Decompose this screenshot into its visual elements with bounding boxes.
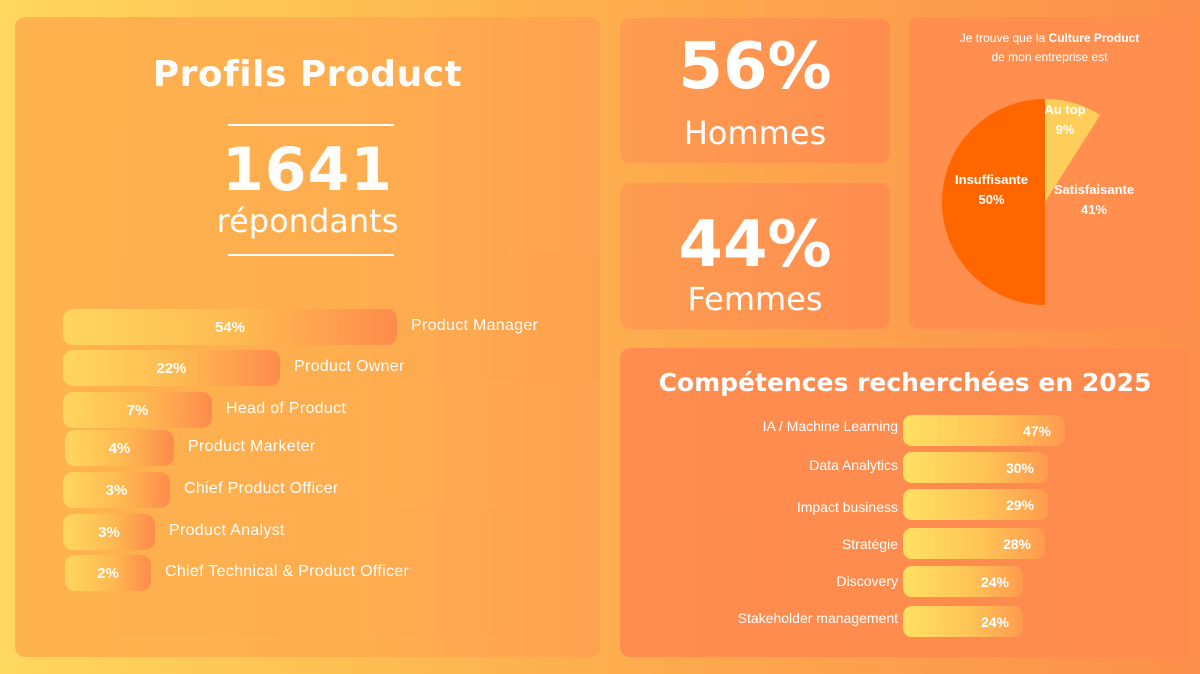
culture-question: Je trouve que la Culture Product de mon … bbox=[909, 29, 1190, 67]
profile-label-product-owner: Product Owner bbox=[294, 358, 405, 375]
profile-label-chief-product-officer: Chief Product Officer bbox=[184, 480, 339, 497]
skill-label-stakeholder-management: Stakeholder management bbox=[737, 610, 898, 626]
profile-bar-chief-technical-product-officer: 2% bbox=[65, 555, 151, 591]
divider-top bbox=[228, 124, 394, 126]
profile-bar-product-marketer: 4% bbox=[65, 430, 174, 466]
skill-label-discovery: Discovery bbox=[836, 573, 898, 589]
skill-bar-strat-gie: 28% bbox=[903, 528, 1045, 559]
profile-bar-product-manager: 54% bbox=[63, 309, 397, 345]
profiles-panel: Profils Product 1641 répondants 54% Produ… bbox=[15, 17, 600, 657]
profile-bar-chief-product-officer: 3% bbox=[63, 472, 170, 508]
profile-label-product-analyst: Product Analyst bbox=[169, 522, 285, 539]
skill-label-impact-business: Impact business bbox=[796, 499, 898, 515]
skill-bar-ia-machine-learning: 47% bbox=[903, 415, 1065, 446]
skill-bar-stakeholder-management: 24% bbox=[903, 606, 1023, 637]
profile-bar-head-of-product: 7% bbox=[63, 392, 212, 428]
profile-label-head-of-product: Head of Product bbox=[226, 400, 347, 417]
profile-label-product-manager: Product Manager bbox=[411, 317, 539, 334]
skill-bar-data-analytics: 30% bbox=[903, 452, 1048, 483]
skills-panel: Compétences recherchées en 2025 47% IA / … bbox=[620, 348, 1190, 657]
pie-label-satisfaisante: Satisfaisante 41% bbox=[1053, 182, 1135, 217]
women-panel: 44% Femmes bbox=[620, 183, 890, 329]
divider-bottom bbox=[228, 254, 394, 256]
pie-slice-au-top bbox=[1045, 99, 1101, 202]
culture-question-prefix: Je trouve que la bbox=[959, 31, 1049, 45]
women-label: Femmes bbox=[687, 280, 823, 318]
profile-label-product-marketer: Product Marketer bbox=[188, 438, 316, 455]
respondent-label: répondants bbox=[216, 202, 399, 240]
pie-slice-insuffisante bbox=[942, 99, 1045, 305]
respondent-count: 1641 bbox=[222, 135, 393, 205]
profile-bar-product-analyst: 3% bbox=[63, 514, 155, 550]
skills-title: Compétences recherchées en 2025 bbox=[658, 368, 1152, 397]
skill-bar-discovery: 24% bbox=[903, 566, 1023, 597]
men-panel: 56% Hommes bbox=[620, 18, 890, 163]
profile-bar-product-owner: 22% bbox=[63, 350, 280, 386]
culture-panel: Je trouve que la Culture Product de mon … bbox=[909, 17, 1190, 329]
profile-label-chief-technical-product-officer: Chief Technical & Product Officer bbox=[165, 563, 410, 580]
women-percentage: 44% bbox=[678, 208, 832, 282]
men-percentage: 56% bbox=[678, 30, 832, 104]
skill-bar-impact-business: 29% bbox=[903, 489, 1048, 520]
culture-question-bold: Culture Product bbox=[1048, 31, 1140, 45]
skill-label-ia-machine-learning: IA / Machine Learning bbox=[762, 418, 898, 434]
skill-label-strat-gie: Stratégie bbox=[841, 536, 898, 552]
pie-label-insuffisante: Insuffisante 50% bbox=[955, 172, 1028, 207]
profiles-title: Profils Product bbox=[152, 54, 463, 95]
culture-pie-chart bbox=[942, 99, 1101, 305]
men-label: Hommes bbox=[683, 114, 827, 152]
culture-question-line2: de mon entreprise est bbox=[991, 50, 1108, 64]
skill-label-data-analytics: Data Analytics bbox=[809, 457, 898, 473]
pie-label-au-top: Au top 9% bbox=[1044, 102, 1086, 137]
